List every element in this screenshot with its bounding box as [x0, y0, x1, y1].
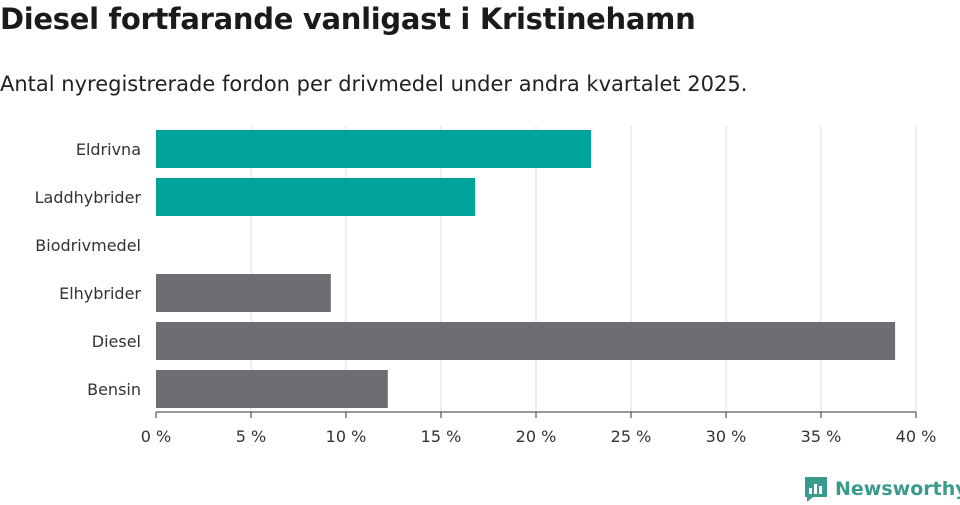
- x-tick-label: 20 %: [516, 427, 557, 446]
- category-label: Elhybrider: [59, 284, 141, 303]
- newsworthy-logo-icon: [805, 477, 827, 502]
- bar-bensin: [156, 370, 388, 408]
- brand-name: Newsworthy: [835, 478, 960, 500]
- x-tick-label: 5 %: [236, 427, 266, 446]
- x-tick-label: 10 %: [326, 427, 367, 446]
- category-label: Bensin: [87, 380, 141, 399]
- newsworthy-logo[interactable]: Newsworthy: [803, 475, 960, 503]
- category-label: Laddhybrider: [35, 188, 142, 207]
- x-tick-label: 40 %: [896, 427, 937, 446]
- chart-subtitle: Antal nyregistrerade fordon per drivmede…: [0, 72, 748, 96]
- category-label: Diesel: [92, 332, 141, 351]
- bar-elhybrider: [156, 274, 331, 312]
- category-label: Eldrivna: [76, 140, 141, 159]
- category-label: Biodrivmedel: [35, 236, 141, 255]
- bar-eldrivna: [156, 130, 592, 168]
- chart-title: Diesel fortfarande vanligast i Kristineh…: [0, 2, 696, 36]
- x-tick-label: 30 %: [706, 427, 747, 446]
- bar-chart: Eldrivna Laddhybrider Biodrivmedel Elhybrid…: [35, 126, 937, 446]
- bar-laddhybrider: [156, 178, 476, 216]
- x-tick-label: 25 %: [611, 427, 652, 446]
- x-tick-label: 15 %: [421, 427, 462, 446]
- x-tick-label: 0 %: [141, 427, 171, 446]
- x-tick-label: 35 %: [801, 427, 842, 446]
- bar-diesel: [156, 322, 896, 360]
